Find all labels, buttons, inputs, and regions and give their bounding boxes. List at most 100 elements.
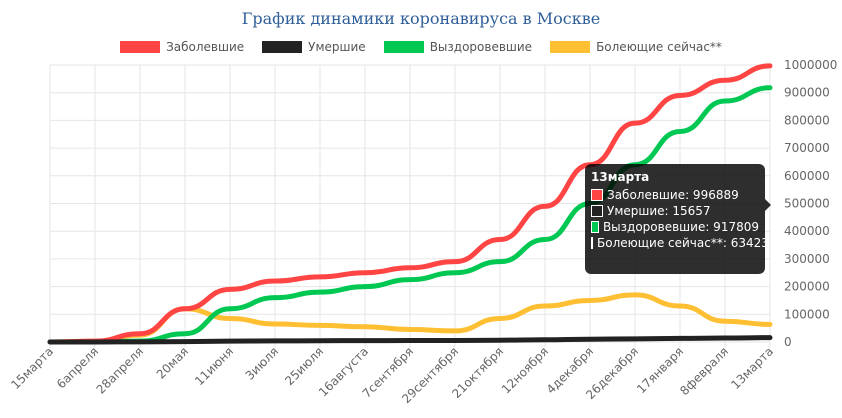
data-point-3	[768, 322, 772, 327]
legend-item-recovered[interactable]: Выздоровевшие	[383, 40, 533, 54]
data-point-3	[723, 319, 727, 324]
y-tick-label: 900000	[784, 86, 830, 100]
data-point-0	[363, 270, 367, 275]
y-tick-label: 800000	[784, 113, 830, 127]
data-point-1	[183, 339, 187, 344]
data-point-2	[318, 290, 322, 295]
tooltip-title: 13марта	[591, 170, 650, 184]
legend-label-recovered: Выздоровевшие	[429, 40, 533, 54]
legend-item-active[interactable]: Болеющие сейчас**	[550, 40, 722, 54]
data-point-1	[588, 337, 592, 342]
data-point-0	[768, 63, 772, 68]
data-point-3	[363, 324, 367, 329]
data-point-2	[543, 237, 547, 242]
data-point-1	[138, 339, 142, 344]
data-point-3	[498, 316, 502, 321]
data-point-1	[228, 339, 232, 344]
tooltip-text-sick: Заболевшие: 996889	[607, 188, 739, 202]
data-point-0	[498, 237, 502, 242]
data-point-0	[318, 274, 322, 279]
data-point-2	[408, 277, 412, 282]
data-point-1	[318, 338, 322, 343]
data-point-1	[498, 338, 502, 343]
data-point-1	[678, 336, 682, 341]
y-tick-label: 0	[784, 335, 792, 349]
data-point-1	[48, 340, 52, 344]
x-tick-label: 6апреля	[54, 344, 101, 391]
data-point-3	[408, 327, 412, 332]
legend-swatch-sick	[120, 41, 161, 53]
series-line-0	[47, 63, 773, 345]
tooltip-swatch-active	[591, 237, 593, 249]
data-point-2	[678, 129, 682, 134]
tooltip-row-active: Болеющие сейчас**: 63423	[591, 235, 769, 251]
data-point-0	[543, 204, 547, 209]
data-point-2	[363, 284, 367, 289]
chart-title: График динамики коронавируса в Москве	[241, 9, 601, 28]
data-point-0	[723, 78, 727, 83]
data-point-0	[678, 93, 682, 98]
tooltip-text-active: Болеющие сейчас**: 63423	[597, 236, 769, 250]
tooltip-row-recovered: Выздоровевшие: 917809	[591, 219, 759, 235]
data-point-2	[768, 85, 772, 90]
tooltip-row-deaths: Умершие: 15657	[591, 203, 759, 219]
data-point-3	[678, 303, 682, 308]
y-tick-label: 700000	[784, 141, 830, 155]
y-tick-label: 300000	[784, 252, 830, 266]
y-tick-label: 400000	[784, 224, 830, 238]
data-point-2	[453, 270, 457, 275]
data-point-0	[408, 265, 412, 270]
data-point-1	[363, 338, 367, 343]
data-point-3	[633, 292, 637, 297]
x-tick-label: 12ноября	[499, 344, 551, 396]
data-point-1	[273, 338, 277, 343]
y-tick-label: 1000000	[784, 58, 837, 72]
data-point-3	[318, 323, 322, 328]
x-tick-label: 13марта	[728, 344, 776, 392]
data-point-0	[633, 121, 637, 126]
data-point-1	[723, 335, 727, 340]
data-point-2	[723, 99, 727, 104]
data-point-2	[183, 331, 187, 336]
y-tick-label: 500000	[784, 197, 830, 211]
y-tick-label: 100000	[784, 307, 830, 321]
y-tick-label: 200000	[784, 280, 830, 294]
data-point-0	[228, 287, 232, 292]
x-tick-label: 3июля	[243, 344, 281, 382]
legend-item-deaths[interactable]: Умершие	[262, 40, 366, 54]
data-point-3	[588, 298, 592, 303]
data-point-1	[768, 335, 772, 340]
tooltip-swatch-recovered	[591, 221, 599, 233]
legend-swatch-recovered	[383, 41, 424, 53]
data-point-2	[498, 259, 502, 264]
legend-label-sick: Заболевшие	[166, 40, 245, 54]
data-point-3	[273, 321, 277, 326]
tooltip-text-deaths: Умершие: 15657	[607, 204, 711, 218]
legend-swatch-active	[550, 41, 591, 53]
data-point-0	[453, 259, 457, 264]
data-point-0	[138, 331, 142, 336]
y-tick-label: 600000	[784, 169, 830, 183]
series-line-2	[47, 85, 773, 345]
tooltip-swatch-sick	[591, 189, 603, 201]
tooltip: 13марта Заболевшие: 996889 Умершие: 1565…	[585, 164, 771, 274]
x-tick-label: 11июня	[192, 344, 236, 388]
data-point-1	[93, 339, 97, 344]
data-point-3	[228, 316, 232, 321]
legend-item-sick[interactable]: Заболевшие	[120, 40, 244, 54]
data-point-3	[453, 328, 457, 333]
data-point-0	[273, 279, 277, 284]
tooltip-text-recovered: Выздоровевшие: 917809	[602, 220, 759, 234]
legend-swatch-deaths	[262, 41, 303, 53]
data-point-3	[543, 303, 547, 308]
data-point-1	[633, 336, 637, 341]
tooltip-swatch-deaths	[591, 205, 603, 217]
data-point-0	[183, 306, 187, 311]
x-tick-label: 25июля	[282, 344, 326, 388]
x-tick-label: 28апреля	[94, 344, 147, 397]
data-point-1	[453, 338, 457, 343]
data-point-1	[408, 338, 412, 343]
legend: Заболевшие Умершие Выздоровевшие Болеющи…	[0, 40, 842, 54]
data-point-2	[228, 306, 232, 311]
